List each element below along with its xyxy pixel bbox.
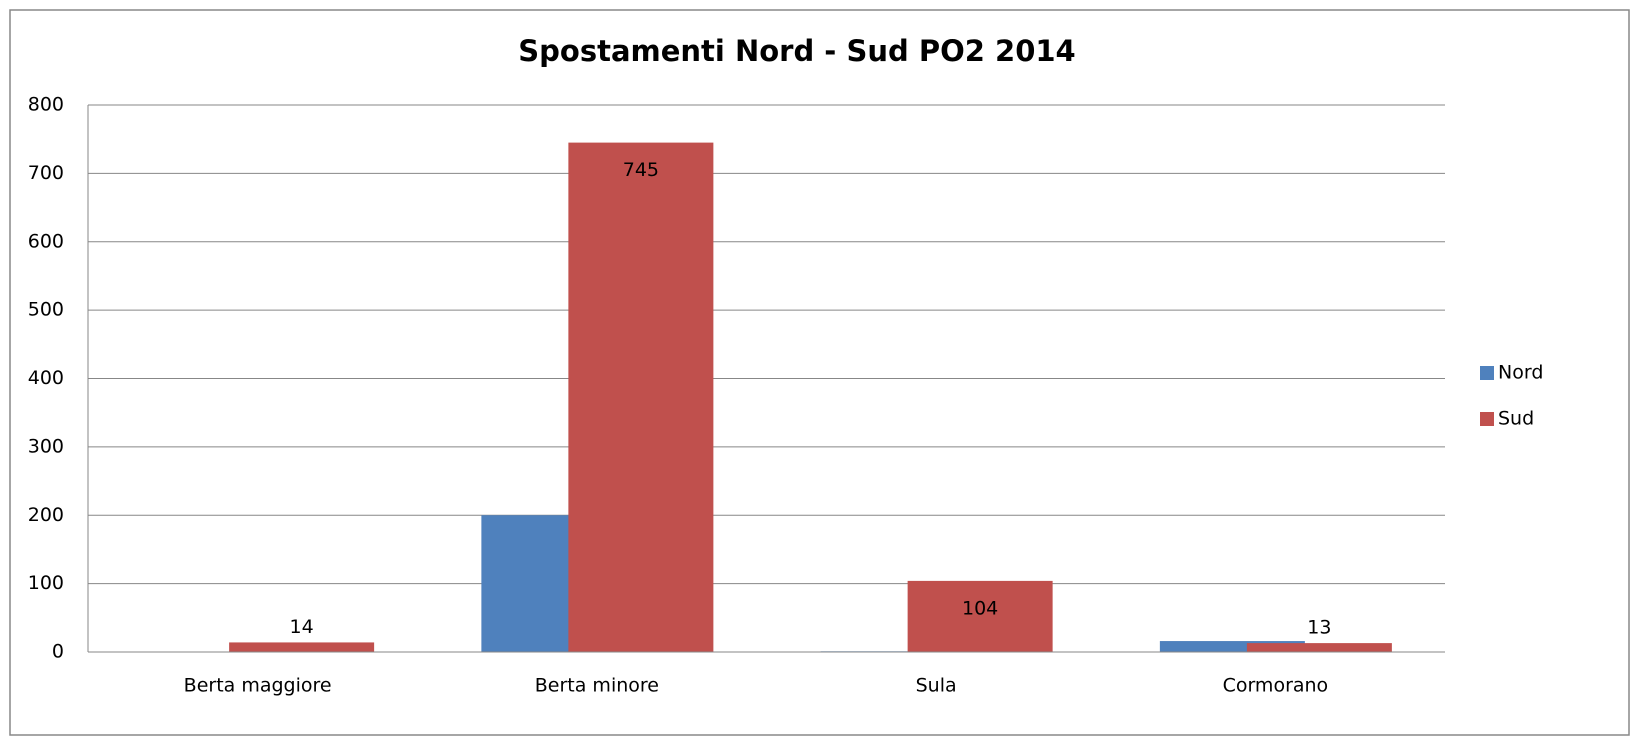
bar bbox=[229, 642, 375, 652]
bar bbox=[568, 142, 714, 652]
x-tick-label: Cormorano bbox=[1223, 675, 1329, 697]
chart-frame bbox=[9, 9, 1630, 736]
data-label: 14 bbox=[290, 616, 314, 638]
y-tick-label: 200 bbox=[28, 504, 64, 526]
bar bbox=[907, 580, 1053, 652]
legend-swatch bbox=[1480, 366, 1494, 380]
data-label: 745 bbox=[623, 159, 659, 181]
x-tick-label: Berta maggiore bbox=[184, 675, 332, 697]
bar bbox=[1159, 641, 1305, 652]
chart-title: Spostamenti Nord - Sud PO2 2014 bbox=[518, 34, 1075, 68]
y-tick-label: 500 bbox=[28, 299, 64, 321]
data-label: 13 bbox=[1307, 617, 1331, 639]
y-tick-label: 700 bbox=[28, 162, 64, 184]
legend-label: Nord bbox=[1498, 362, 1543, 384]
x-tick-label: Sula bbox=[916, 675, 957, 697]
bar bbox=[1246, 643, 1392, 652]
legend-swatch bbox=[1480, 412, 1494, 426]
data-label: 104 bbox=[962, 597, 998, 619]
legend-label: Sud bbox=[1498, 408, 1534, 430]
y-tick-label: 100 bbox=[28, 572, 64, 594]
y-tick-label: 400 bbox=[28, 367, 64, 389]
y-tick-label: 0 bbox=[52, 641, 64, 663]
y-tick-label: 600 bbox=[28, 230, 64, 252]
y-tick-label: 800 bbox=[28, 94, 64, 116]
y-tick-label: 300 bbox=[28, 435, 64, 457]
x-tick-label: Berta minore bbox=[535, 675, 659, 697]
